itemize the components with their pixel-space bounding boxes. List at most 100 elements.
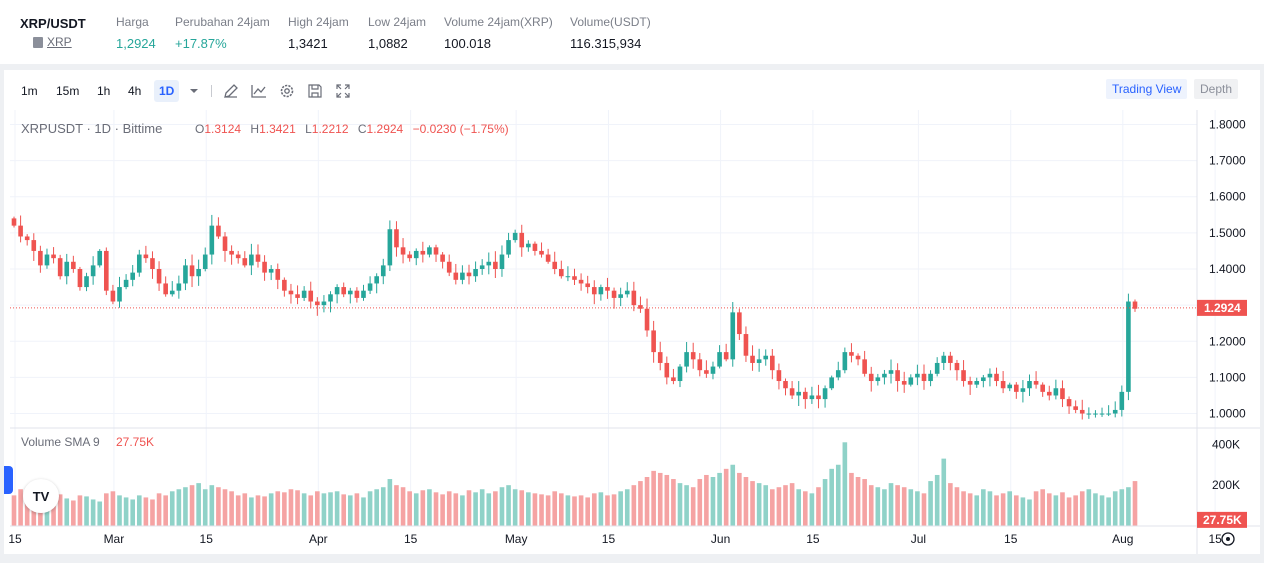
document-icon	[33, 36, 43, 48]
candle-body	[1086, 413, 1092, 415]
volume-bar	[262, 496, 267, 526]
volume-bar	[526, 492, 531, 526]
indicator-icon[interactable]	[250, 82, 268, 100]
volume-bar	[822, 479, 828, 526]
coin-label[interactable]: XRP	[47, 35, 72, 49]
volume-bar	[915, 491, 920, 526]
time-tick-label: 15	[806, 532, 820, 546]
time-tick-label: Aug	[1112, 532, 1133, 546]
volume-bar	[559, 493, 564, 526]
toolbar-divider	[211, 85, 212, 97]
fullscreen-icon[interactable]	[334, 82, 352, 100]
candle-body	[842, 352, 848, 371]
candle-body	[1073, 406, 1078, 410]
volume-bar	[1046, 493, 1052, 526]
candle-body	[598, 287, 604, 295]
volume-bar	[585, 497, 590, 526]
volume-bar	[493, 491, 498, 526]
candle-body	[136, 254, 142, 273]
volume-bar	[196, 483, 201, 526]
volume-bar	[71, 500, 76, 526]
volume-bar	[994, 495, 999, 526]
candle-body	[38, 250, 43, 266]
candle-body	[18, 225, 23, 237]
candle-body	[624, 290, 630, 295]
pair-title: XRP/USDT	[20, 16, 86, 31]
candle-body	[723, 352, 729, 360]
gear-icon[interactable]	[278, 82, 296, 100]
candle-body	[1007, 384, 1013, 389]
stat-value: 1,2924	[116, 36, 156, 51]
stat-low: Low 24jam 1,0882	[368, 15, 426, 51]
volume-bar	[829, 468, 834, 526]
volume-bar	[420, 490, 426, 526]
volume-bar	[282, 492, 287, 526]
side-panel-toggle[interactable]	[4, 466, 13, 494]
volume-bar	[427, 489, 432, 526]
volume-bar	[888, 483, 894, 526]
volume-bar	[202, 489, 208, 526]
candle-body	[796, 391, 802, 396]
volume-bar	[987, 491, 993, 526]
candle-body	[1033, 381, 1039, 385]
interval-1h[interactable]: 1h	[97, 84, 111, 98]
volume-bar	[1053, 495, 1059, 526]
candle-body	[789, 388, 795, 396]
volume-bar	[433, 492, 439, 526]
candle-body	[57, 258, 63, 277]
candle-body	[644, 308, 650, 331]
candle-body	[756, 359, 762, 363]
candle-body	[235, 254, 241, 259]
stat-price: Harga 1,2924	[116, 15, 156, 51]
scroll-to-latest-icon	[1221, 532, 1235, 546]
volume-bar	[361, 497, 366, 526]
candle-body	[1132, 301, 1138, 309]
candle-body	[954, 362, 960, 371]
candle-body	[915, 373, 920, 378]
tradingview-logo-icon[interactable]: TV	[23, 479, 59, 513]
chevron-down-icon[interactable]	[185, 82, 203, 100]
trading-view-button[interactable]: Trading View	[1106, 79, 1188, 99]
volume-bar	[308, 495, 314, 526]
candle-body	[374, 276, 379, 284]
interval-15m[interactable]: 15m	[56, 84, 80, 98]
coin-link[interactable]: XRP	[33, 35, 72, 49]
candle-body	[994, 373, 999, 382]
candle-body	[941, 355, 947, 363]
volume-bar	[1000, 493, 1006, 526]
interval-4h[interactable]: 4h	[128, 84, 142, 98]
price-chart[interactable]: 1.80001.70001.60001.50001.40001.30001.20…	[4, 110, 1260, 554]
candle-body	[545, 254, 551, 262]
candle-body	[183, 265, 188, 284]
candle-body	[1000, 381, 1006, 389]
volume-bar	[704, 474, 709, 526]
volume-bar	[710, 477, 716, 526]
interval-1d[interactable]: 1D	[154, 80, 180, 102]
candle-body	[1119, 391, 1125, 410]
candle-body	[928, 373, 933, 382]
interval-1m[interactable]: 1m	[21, 84, 38, 98]
time-tick-label: 15	[1208, 532, 1222, 546]
volume-bar	[671, 479, 676, 526]
volume-bar	[868, 485, 874, 526]
candle-body	[150, 258, 155, 269]
candle-body	[433, 247, 439, 255]
volume-bar	[802, 491, 808, 526]
volume-bar	[143, 497, 149, 526]
candle-body	[816, 395, 821, 400]
volume-bar	[796, 489, 802, 526]
candle-body	[559, 269, 564, 277]
candle-body	[295, 294, 300, 298]
volume-bar	[84, 496, 89, 526]
low-value: 1.2212	[312, 122, 349, 136]
volume-bar	[657, 472, 663, 526]
save-icon[interactable]	[306, 82, 324, 100]
candle-body	[809, 395, 815, 400]
volume-bar	[117, 495, 122, 526]
candle-body	[77, 269, 83, 288]
pencil-icon[interactable]	[222, 82, 240, 100]
volume-bar	[743, 477, 749, 526]
candle-body	[1027, 381, 1032, 389]
depth-button[interactable]: Depth	[1194, 79, 1239, 99]
candle-body	[249, 254, 254, 266]
